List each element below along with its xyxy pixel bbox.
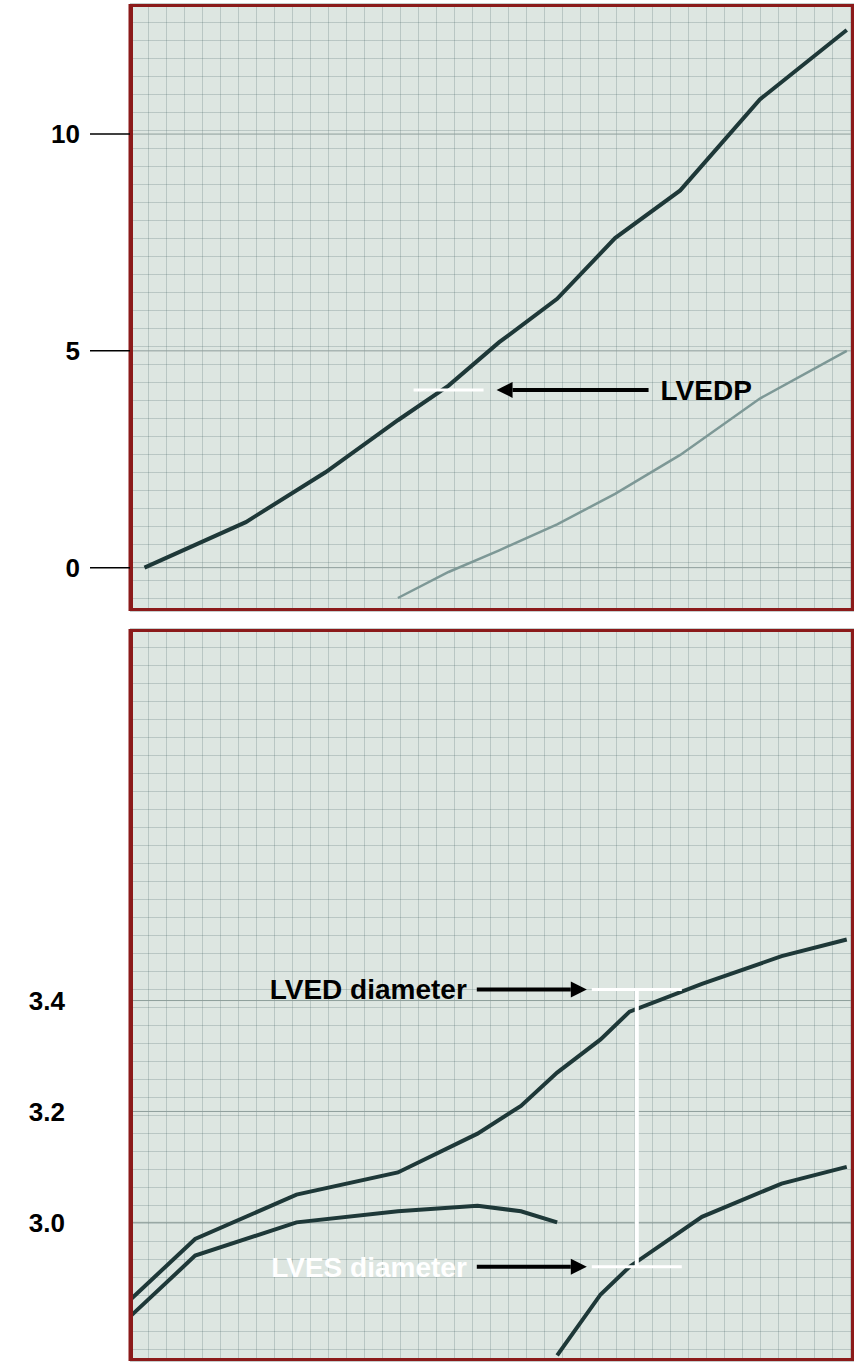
svg-text:LVED diameter: LVED diameter — [270, 974, 467, 1005]
svg-text:LVEDP: LVEDP — [661, 375, 752, 406]
svg-text:LVES diameter: LVES diameter — [271, 1252, 467, 1283]
svg-text:3.0: 3.0 — [29, 1208, 65, 1238]
svg-text:10: 10 — [51, 119, 80, 149]
svg-text:0: 0 — [66, 553, 80, 583]
svg-text:3.2: 3.2 — [29, 1097, 65, 1127]
svg-text:3.4: 3.4 — [29, 986, 66, 1016]
svg-text:5: 5 — [66, 336, 80, 366]
